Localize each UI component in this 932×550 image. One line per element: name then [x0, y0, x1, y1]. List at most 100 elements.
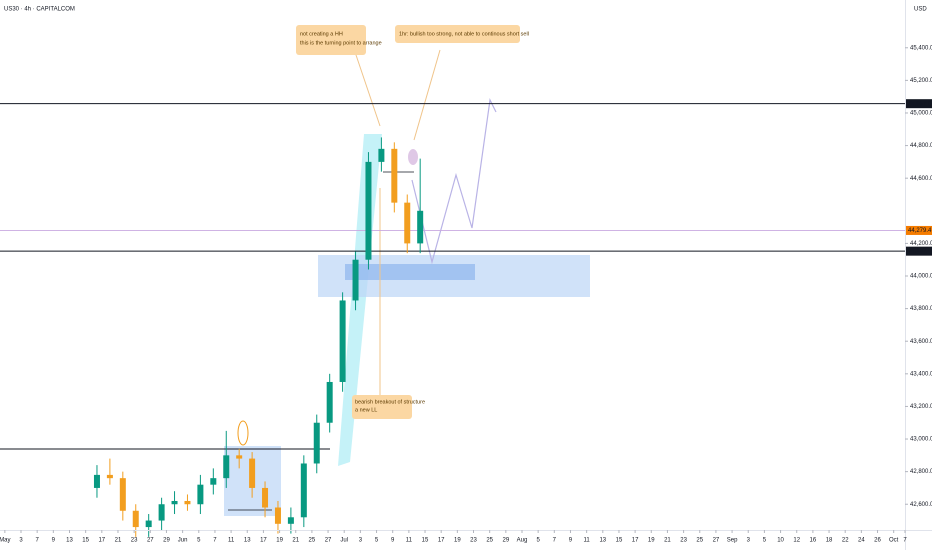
candle-body: [287, 517, 294, 524]
x-tick-label: 15: [616, 538, 623, 544]
x-tick-label: 17: [438, 538, 445, 544]
candle-body: [158, 504, 165, 521]
x-tick-label: 3: [19, 538, 23, 544]
x-tick-label: Oct: [889, 538, 899, 544]
candle-body: [119, 478, 126, 511]
highlight: [237, 420, 249, 446]
price-label: 45,057.0: [908, 101, 932, 107]
callout: [352, 395, 412, 419]
callout: [296, 25, 366, 55]
y-tick-label: 45,200.0: [910, 78, 932, 84]
callout-line: [354, 51, 381, 127]
currency: USD: [914, 7, 927, 13]
x-tick-label: 13: [66, 538, 73, 544]
x-tick-label: 18: [826, 538, 833, 544]
x-tick-label: 11: [584, 538, 591, 544]
x-tick-label: 21: [115, 538, 122, 544]
candle-body: [210, 478, 217, 485]
x-tick-label: 27: [325, 538, 332, 544]
price-label-box: [906, 246, 932, 256]
x-tick-label: Aug: [517, 538, 528, 544]
x-tick-label: 9: [391, 538, 395, 544]
x-tick-label: 25: [486, 538, 493, 544]
y-tick-label: 44,000.0: [910, 274, 932, 280]
x-tick-label: 11: [406, 538, 413, 544]
x-tick-label: Sep: [727, 538, 738, 544]
y-tick-label: 43,400.0: [910, 371, 932, 377]
x-tick-label: 23: [680, 538, 687, 544]
candle-body: [106, 474, 113, 479]
y-tick-label: 42,800.0: [910, 469, 932, 475]
candle-body: [352, 259, 359, 301]
x-tick-label: 10: [777, 538, 784, 544]
candle-body: [145, 520, 152, 528]
x-tick-label: Jul: [340, 538, 348, 544]
x-tick-label: 7: [35, 538, 39, 544]
candle-body: [404, 202, 411, 244]
x-tick-label: 17: [98, 538, 105, 544]
x-tick-label: 25: [309, 538, 316, 544]
x-tick-label: 15: [422, 538, 429, 544]
x-tick-label: 5: [536, 538, 540, 544]
y-tick-label: 43,600.0: [910, 339, 932, 345]
x-tick-label: 21: [664, 538, 671, 544]
x-tick-label: May: [0, 538, 11, 544]
annotation: a new LL: [355, 407, 377, 413]
x-tick-label: 13: [599, 538, 606, 544]
x-tick-label: Jun: [178, 538, 188, 544]
x-tick-label: 24: [858, 538, 865, 544]
candle-body: [274, 507, 281, 524]
candle-body: [339, 300, 346, 382]
candle-body: [249, 458, 256, 488]
annotation: 1hr: bullish too strong, not able to con…: [399, 31, 529, 37]
x-tick-label: 21: [292, 538, 299, 544]
x-tick-label: 17: [260, 538, 267, 544]
price-label: 44,152.4: [908, 249, 932, 255]
symbol-title: US30 · 4h · CAPITALCOM: [4, 7, 75, 13]
y-tick-label: 44,800.0: [910, 143, 932, 149]
x-tick-label: 3: [747, 538, 751, 544]
x-tick-label: 25: [696, 538, 703, 544]
x-tick-label: 27: [713, 538, 720, 544]
highlight: [408, 149, 418, 165]
price-label: 44,279.4: [908, 228, 932, 234]
x-tick-label: 5: [375, 538, 379, 544]
x-tick-label: 23: [470, 538, 477, 544]
x-tick-label: 27: [147, 538, 154, 544]
x-tick-label: 19: [276, 538, 283, 544]
callout-line: [413, 49, 441, 141]
annotation: this is the turning point to arrange: [300, 40, 382, 46]
x-tick-label: 17: [632, 538, 639, 544]
candle-body: [184, 500, 191, 505]
x-tick-label: 29: [163, 538, 170, 544]
x-tick-label: 19: [648, 538, 655, 544]
y-tick-label: 45,400.0: [910, 45, 932, 51]
x-tick-label: 7: [553, 538, 557, 544]
candle-body: [417, 210, 424, 244]
zone-inner: [345, 264, 475, 280]
candle-body: [365, 161, 372, 260]
x-tick-label: 9: [569, 538, 573, 544]
candle-body: [313, 422, 320, 464]
y-tick-label: 43,200.0: [910, 404, 932, 410]
y-tick-label: 43,800.0: [910, 306, 932, 312]
x-tick-label: 7: [213, 538, 217, 544]
plot-area: not creating a HH this is the turning po…: [0, 25, 905, 537]
price-label-box: [906, 225, 932, 235]
x-tick-label: 9: [52, 538, 56, 544]
y-tick-label: 43,000.0: [910, 437, 932, 443]
x-tick-label: 23: [131, 538, 138, 544]
y-tick-label: 44,200.0: [910, 241, 932, 247]
x-tick-label: 29: [502, 538, 509, 544]
x-tick-label: 26: [874, 538, 881, 544]
x-tick-label: 13: [244, 538, 251, 544]
candle-body: [223, 455, 230, 479]
candle-body: [132, 510, 139, 528]
x-tick-label: 15: [82, 538, 89, 544]
price-label-box: [906, 99, 932, 109]
x-tick-label: 5: [197, 538, 201, 544]
annotation: bearish breakout of structure: [355, 399, 425, 405]
annotation: not creating a HH: [300, 31, 343, 37]
candle-body: [171, 500, 178, 505]
x-tick-label: 12: [793, 538, 800, 544]
